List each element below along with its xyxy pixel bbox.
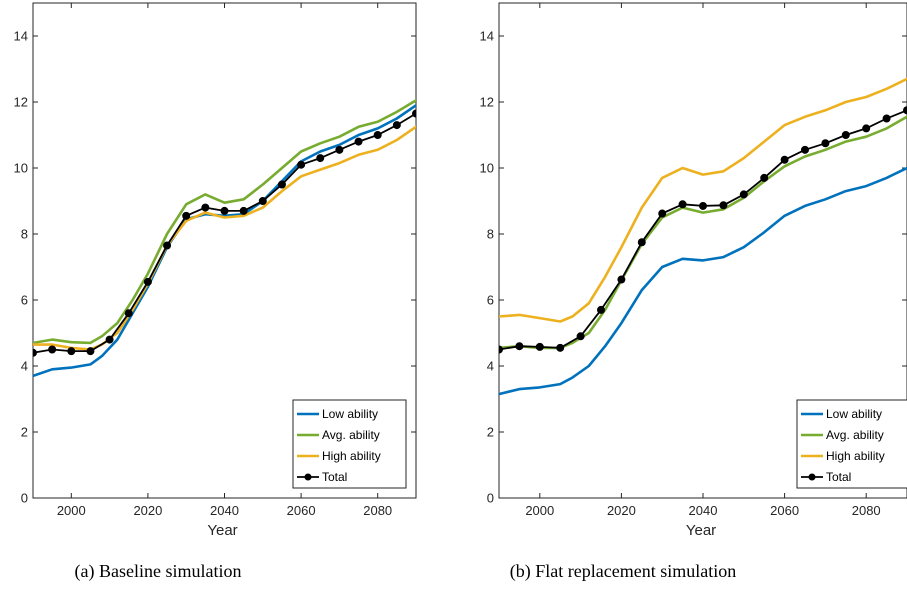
y-tick-label: 4 bbox=[21, 359, 28, 374]
legend-label: Low ability bbox=[322, 407, 378, 421]
x-tick-label: 2040 bbox=[689, 503, 718, 518]
x-tick-label: 2040 bbox=[210, 503, 239, 518]
y-tick-label: 12 bbox=[480, 95, 494, 110]
data-point-total bbox=[412, 109, 416, 118]
y-tick-label: 8 bbox=[487, 227, 494, 242]
legend-label: Low ability bbox=[826, 407, 882, 421]
data-point-total bbox=[801, 145, 809, 154]
y-tick-label: 4 bbox=[487, 359, 494, 374]
data-point-total bbox=[515, 342, 524, 351]
series-line-low-ability bbox=[33, 104, 416, 378]
y-tick-label: 10 bbox=[14, 161, 28, 176]
data-point-total bbox=[105, 335, 114, 344]
data-point-total bbox=[658, 209, 667, 218]
panel-baseline: 0 2 4 6 8 10 12 14 2000 2020 2040 2060 2080 Year Low a… bbox=[14, 2, 417, 582]
panel-caption: (b) Flat replacement simulation bbox=[510, 561, 736, 582]
data-point-total bbox=[576, 332, 585, 341]
series-line-total bbox=[499, 109, 907, 351]
data-point-total bbox=[297, 160, 306, 169]
x-tick-label: 2060 bbox=[770, 503, 799, 518]
y-tick-label: 2 bbox=[487, 425, 494, 440]
y-tick-label: 14 bbox=[480, 29, 494, 44]
data-point-total bbox=[48, 345, 57, 354]
legend-label: Avg. ability bbox=[322, 428, 380, 442]
data-point-total bbox=[841, 131, 850, 139]
data-point-total bbox=[258, 197, 267, 205]
y-tick-label: 6 bbox=[21, 293, 28, 308]
x-tick-label: 2000 bbox=[57, 503, 86, 518]
x-tick-label: 2080 bbox=[852, 503, 881, 518]
data-point-total bbox=[124, 309, 133, 318]
legend-label: Total bbox=[322, 470, 347, 484]
data-point-total bbox=[335, 145, 344, 154]
legend-marker bbox=[808, 473, 816, 481]
data-point-total bbox=[182, 211, 191, 220]
data-point-total bbox=[535, 342, 544, 351]
series-line-high-ability bbox=[499, 77, 907, 323]
data-point-total bbox=[163, 241, 172, 250]
data-point-total bbox=[239, 206, 248, 215]
data-point-total bbox=[821, 139, 830, 148]
data-point-total bbox=[780, 155, 789, 164]
data-point-total bbox=[277, 180, 286, 189]
x-tick-label: 2080 bbox=[363, 503, 392, 518]
legend-label: High ability bbox=[322, 449, 381, 463]
data-point-total bbox=[678, 200, 687, 209]
legend-label: Avg. ability bbox=[826, 428, 884, 442]
legend-label: High ability bbox=[826, 449, 885, 463]
x-axis-label: Year bbox=[207, 522, 237, 539]
data-point-total bbox=[597, 305, 605, 314]
series-group bbox=[499, 77, 907, 396]
data-point-total bbox=[354, 137, 363, 146]
panel-caption: (a) Baseline simulation bbox=[75, 561, 242, 582]
data-point-total bbox=[739, 190, 748, 199]
x-tick-label: 2060 bbox=[287, 503, 316, 518]
x-tick-label: 2000 bbox=[525, 503, 554, 518]
data-point-total bbox=[499, 345, 503, 354]
x-tick-label: 2020 bbox=[607, 503, 636, 518]
y-tick-label: 2 bbox=[21, 425, 28, 440]
data-point-total bbox=[760, 173, 769, 182]
series-line-total bbox=[33, 112, 416, 354]
data-point-total bbox=[220, 206, 229, 215]
data-point-total bbox=[143, 277, 152, 286]
series-line-high-ability bbox=[33, 125, 416, 351]
data-point-total bbox=[862, 124, 871, 133]
data-point-total bbox=[86, 347, 95, 356]
series-group bbox=[33, 99, 416, 378]
data-point-total bbox=[201, 203, 210, 212]
series-line-avg-ability bbox=[499, 115, 907, 350]
panel-flat-replacement: 0 2 4 6 8 10 12 14 2000 2020 2040 2060 2080 Year Low a… bbox=[480, 2, 907, 582]
y-tick-label: 8 bbox=[21, 227, 28, 242]
data-point-total bbox=[33, 348, 37, 357]
y-tick-label: 12 bbox=[14, 95, 28, 110]
y-tick-label: 10 bbox=[480, 161, 494, 176]
legend-marker bbox=[304, 473, 312, 481]
data-point-total bbox=[637, 238, 646, 247]
y-tick-label: 14 bbox=[14, 29, 28, 44]
y-tick-label: 0 bbox=[487, 491, 494, 506]
data-point-total bbox=[392, 121, 401, 130]
x-axis-label: Year bbox=[686, 522, 716, 539]
series-line-low-ability bbox=[499, 166, 907, 396]
y-tick-label: 6 bbox=[487, 293, 494, 308]
y-tick-label: 0 bbox=[21, 491, 28, 506]
data-point-total bbox=[719, 201, 728, 210]
data-point-total bbox=[556, 343, 565, 352]
data-point-total bbox=[699, 201, 707, 210]
legend-label: Total bbox=[826, 470, 851, 484]
series-line-avg-ability bbox=[33, 99, 416, 345]
data-point-total bbox=[316, 154, 325, 163]
data-point-total bbox=[67, 347, 76, 356]
legend: Low ability Avg. ability High ability Total bbox=[292, 399, 407, 489]
data-point-total bbox=[882, 114, 891, 123]
legend: Low ability Avg. ability High ability Total bbox=[796, 399, 907, 489]
x-tick-label: 2020 bbox=[133, 503, 162, 518]
data-point-total bbox=[373, 131, 382, 139]
data-point-total bbox=[903, 106, 907, 115]
data-point-total bbox=[617, 275, 626, 284]
